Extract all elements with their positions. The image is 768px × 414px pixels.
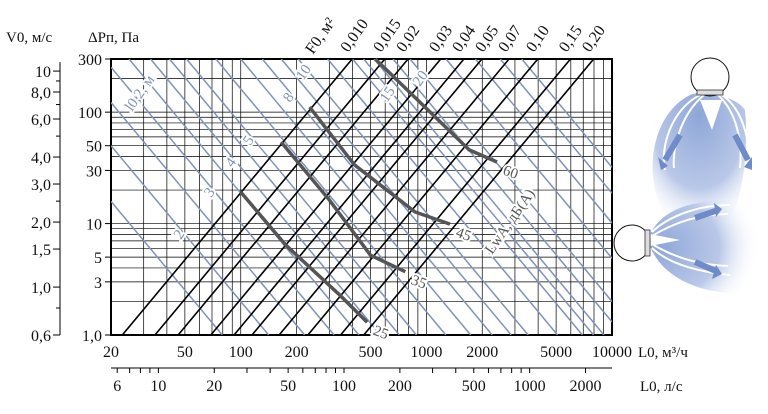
y2-tick-label: 8,0 (31, 85, 51, 102)
x2-tick-label: 200 (388, 378, 412, 395)
x-tick-label: 5000 (540, 344, 572, 361)
throw-line-label: 15 (377, 84, 399, 105)
free-area-tick-label: 0,10 (523, 23, 553, 56)
x-axis-label: L0, м³/ч (638, 345, 688, 361)
free-area-tick-label: 0,010 (338, 16, 373, 55)
free-area-tick-label: 0,15 (556, 23, 586, 56)
noise-curve-35 (279, 140, 407, 274)
noise-curve-label: 60 (501, 163, 521, 183)
throw-line-label: 20 (410, 68, 432, 89)
free-area-line-0.015 (154, 59, 386, 335)
free-area-lines (121, 59, 595, 335)
y2-tick-label: 2,0 (31, 215, 51, 232)
noise-curve-25 (239, 190, 369, 324)
wall-diffuser-illustration (613, 200, 760, 293)
free-area-line-0.01 (121, 59, 353, 335)
throw-line-6 (215, 59, 447, 335)
y-tick-label: 100 (78, 105, 102, 122)
x2-tick-label: 500 (462, 378, 486, 395)
throw-line-14 (351, 59, 584, 335)
free-area-tick-label: 0,03 (426, 23, 456, 56)
y2-tick-label: 4,0 (31, 150, 51, 167)
throw-line-40 (521, 59, 612, 168)
x-tick-label: 20 (103, 344, 119, 361)
throw-line-label: 2 (171, 227, 188, 242)
free-area-line-0.15 (339, 59, 572, 335)
x-tick-label: 200 (285, 344, 309, 361)
throw-line-20 (409, 59, 612, 302)
x2-tick-label: 100 (332, 378, 356, 395)
x2-tick-label: 20 (206, 378, 222, 395)
free-area-tick-label: 0,04 (449, 23, 479, 56)
y2-tick-label: 6,0 (31, 112, 51, 129)
noise-curve-60 (373, 57, 498, 164)
y-tick-label: 50 (86, 139, 102, 156)
free-area-tick-label: 0,07 (495, 23, 525, 56)
y2-tick-label: 1,0 (31, 280, 51, 297)
x2-tick-label: 50 (280, 378, 296, 395)
x2-tick-label: 2000 (570, 378, 602, 395)
y-tick-label: 300 (78, 52, 102, 69)
free-area-line-0.04 (233, 59, 465, 335)
y2-tick-label: 3,0 (31, 177, 51, 194)
noise-curve-label: 35 (409, 272, 429, 292)
x-tick-label: 10000 (592, 344, 632, 361)
throw-line-2.5 (111, 102, 306, 335)
y-tick-label: 3 (94, 275, 102, 292)
x2-tick-label: 10 (150, 378, 166, 395)
throw-line-label: 8 (280, 90, 297, 105)
y-tick-label: 5 (94, 250, 102, 267)
throw-line-12 (327, 59, 559, 335)
y2-axis-label: V0, м/с (6, 30, 52, 46)
x2-axis-label: L0, л/с (640, 379, 683, 395)
throw-line-25 (445, 59, 612, 259)
grid (110, 58, 613, 336)
y-tick-label: 10 (86, 217, 102, 234)
throw-line-4.5 (168, 59, 401, 335)
throw-line-label: 3 (201, 185, 218, 200)
x-tick-label: 100 (229, 344, 253, 361)
free-area-line-0.02 (177, 59, 409, 335)
x2-tick-label: 1000 (514, 378, 546, 395)
free-area-tick-label: 0,05 (472, 23, 502, 56)
noise-curve-45 (308, 106, 451, 226)
throw-line-4 (149, 59, 382, 335)
free-area-line-0.1 (307, 59, 539, 335)
plot-frame (110, 58, 613, 336)
y2-tick-label: 0,6 (31, 328, 51, 345)
throw-line-3 (111, 66, 335, 335)
x2-tick-label: 6 (113, 378, 121, 395)
ceiling-diffuser-illustration (652, 57, 752, 238)
x-tick-label: 500 (358, 344, 382, 361)
throw-line-8 (261, 59, 493, 335)
y2-tick-label: 1,5 (31, 242, 51, 259)
free-area-line-0.05 (251, 59, 483, 335)
throw-line-1.5 (111, 200, 223, 335)
x-tick-label: 50 (177, 344, 193, 361)
free-area-label: F0, м² (302, 15, 339, 58)
free-area-tick-label: 0,20 (579, 23, 609, 56)
y-tick-label: 1,0 (82, 328, 102, 345)
y-tick-label: 30 (86, 163, 102, 180)
noise-curve-label: 45 (454, 225, 474, 245)
noise-curves (239, 57, 498, 324)
y2-tick-label: 10 (35, 64, 51, 81)
throw-line-18 (392, 59, 612, 323)
throw-line-10 (297, 59, 529, 335)
free-area-line-0.2 (363, 59, 595, 335)
y-axis-label: ΔPп, Па (88, 30, 139, 46)
throw-line-2 (111, 145, 270, 335)
throw-line-30 (474, 59, 612, 224)
x-tick-label: 2000 (466, 344, 498, 361)
throw-line-7 (240, 59, 472, 335)
x-tick-label: 1000 (410, 344, 442, 361)
throw-line-16 (373, 59, 605, 335)
